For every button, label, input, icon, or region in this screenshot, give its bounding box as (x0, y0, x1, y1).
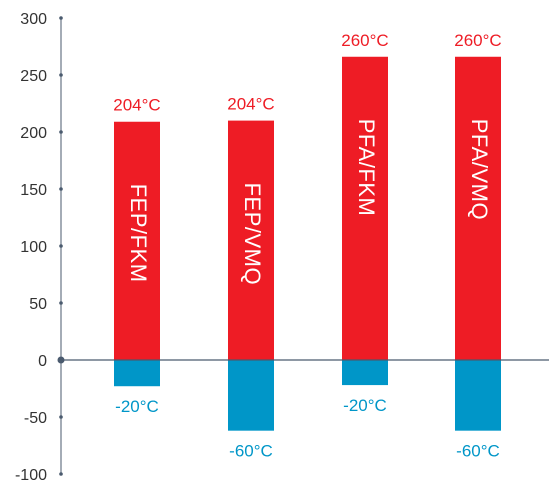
min-temp-bar (114, 360, 160, 387)
category-label: FEP/FKM (126, 184, 151, 283)
min-temp-bar (228, 360, 274, 431)
max-temp-bar (114, 121, 160, 361)
min-temp-label: -20°C (115, 397, 159, 416)
max-temp-label: 260°C (454, 31, 501, 50)
y-tick-mark (59, 187, 63, 191)
y-tick-label: 300 (20, 11, 47, 28)
y-tick-label: 50 (29, 296, 47, 313)
y-tick-mark (59, 472, 63, 476)
bar-labels: 204°C -20°C FEP/FKM 204°C -60°C FEP/VMQ 260°C -… (113, 31, 501, 461)
y-tick-label: 200 (20, 125, 47, 142)
max-temp-bar (342, 56, 388, 360)
y-tick-label: 100 (20, 239, 47, 256)
category-label: PFA/FKM (354, 119, 379, 217)
category-label: PFA/VMQ (467, 119, 492, 220)
max-temp-label: 260°C (341, 31, 388, 50)
max-temp-bar (455, 56, 501, 360)
y-tick-mark (59, 415, 63, 419)
min-temp-label: -60°C (456, 442, 500, 461)
min-temp-bar (342, 360, 388, 386)
origin-dot (57, 356, 65, 364)
y-axis: 300 250 200 150 100 50 0 -50 -100 (15, 11, 63, 484)
y-tick-mark (59, 244, 63, 248)
y-tick-label: 0 (38, 353, 47, 370)
y-tick-mark (59, 73, 63, 77)
category-label: FEP/VMQ (240, 183, 265, 286)
max-temp-bar (228, 120, 274, 360)
y-tick-label: 150 (20, 182, 47, 199)
y-tick-mark (59, 301, 63, 305)
min-temp-bar (455, 360, 501, 431)
min-temp-label: -20°C (343, 396, 387, 415)
y-tick-label: -100 (15, 467, 47, 484)
y-tick-label: -50 (24, 410, 47, 427)
bars (114, 56, 501, 431)
min-temp-label: -60°C (229, 442, 273, 461)
y-tick-mark (59, 130, 63, 134)
y-tick-label: 250 (20, 68, 47, 85)
y-tick-mark (59, 16, 63, 20)
max-temp-label: 204°C (227, 95, 274, 114)
max-temp-label: 204°C (113, 96, 160, 115)
